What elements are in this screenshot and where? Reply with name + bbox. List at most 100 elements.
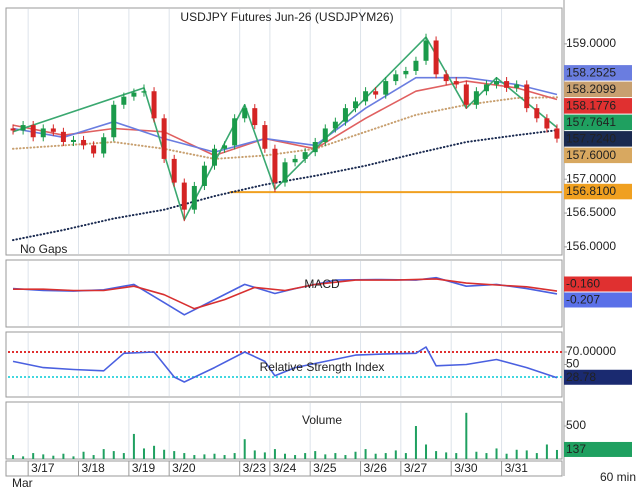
value-tag (564, 292, 632, 308)
volume-bar (52, 455, 55, 459)
candle-body (30, 125, 36, 138)
volume-bar (525, 450, 528, 459)
candle-body (191, 185, 197, 210)
volume-bar (324, 454, 327, 459)
value-tag (564, 147, 632, 164)
volume-bar (213, 453, 216, 459)
volume-bar (334, 453, 337, 459)
volume-bar (374, 453, 377, 459)
value-tag (564, 441, 632, 457)
volume-bar (253, 450, 256, 459)
volume-bar (455, 453, 458, 459)
candle-body (141, 91, 147, 93)
candle-body (544, 118, 550, 129)
candle-body (433, 40, 439, 75)
y-tick-label: 500 (566, 418, 586, 432)
volume-bar (445, 452, 448, 459)
volume-bar (142, 448, 145, 459)
value-tag-label: 158.2525 (566, 66, 616, 80)
candle-body (463, 84, 469, 105)
indicator-line (12, 80, 558, 157)
volume-bar (495, 448, 498, 459)
value-tag (564, 98, 632, 114)
candle-body (453, 81, 459, 85)
x-group-label: Mar (12, 476, 33, 490)
date-axis (5, 460, 563, 477)
volume-bar (82, 451, 85, 459)
volume-bar (263, 452, 266, 459)
candle-body (483, 84, 489, 92)
value-tag (564, 276, 632, 292)
value-tag-label: 158.2099 (566, 82, 616, 96)
annotation: No Gaps (20, 242, 67, 256)
volume-bar (42, 454, 45, 459)
panel (5, 401, 563, 460)
indicator-line (13, 278, 558, 310)
volume-bar (294, 455, 297, 459)
candle-body (81, 139, 87, 146)
value-tag-label: 157.6000 (566, 148, 616, 162)
candle-body (554, 128, 560, 139)
volume-bar (304, 453, 307, 459)
candle-body (403, 70, 409, 75)
volume-bar (394, 450, 397, 459)
x-tick-label: 3/20 (172, 461, 196, 475)
candle-body (91, 145, 97, 154)
candle-body (383, 81, 389, 95)
x-tick-label: 3/31 (505, 461, 529, 475)
volume-bar (425, 444, 428, 459)
x-tick-label: 3/23 (243, 461, 267, 475)
volume-bar (32, 453, 35, 459)
volume-bar (414, 426, 417, 459)
candle-body (171, 158, 177, 183)
x-tick-label: 3/17 (31, 461, 55, 475)
volume-bar (354, 451, 357, 459)
volume-bar (475, 451, 478, 459)
candle-body (211, 148, 217, 166)
candle-body (312, 141, 318, 153)
candle-body (181, 182, 187, 210)
candle-body (504, 81, 510, 88)
panel-title: Volume (302, 413, 342, 427)
candle-body (70, 139, 76, 142)
volume-bar (153, 445, 156, 459)
panel (5, 7, 563, 256)
volume-bar (132, 433, 135, 459)
candle-body (514, 84, 520, 88)
candle-body (262, 125, 268, 149)
value-tag-label: 28.78 (566, 370, 596, 384)
value-tag-label: -0.207 (566, 293, 600, 307)
y-tick-label: 159.0000 (566, 36, 616, 50)
indicator-line (12, 76, 558, 153)
candle-body (534, 108, 540, 119)
indicator-line (12, 129, 558, 242)
volume-bar (122, 453, 125, 459)
candle-body (373, 91, 379, 95)
x-tick-label: 3/26 (364, 461, 388, 475)
candle-body (151, 91, 157, 119)
value-tag-label: 156.8100 (566, 184, 616, 198)
value-tag-label: -0.160 (566, 277, 600, 291)
volume-bar (183, 453, 186, 459)
value-tag (564, 81, 632, 98)
y-tick-label: 156.0000 (566, 239, 616, 253)
volume-bar (364, 449, 367, 459)
volume-bar (465, 412, 468, 459)
candle-body (473, 91, 479, 105)
indicator-line (12, 96, 558, 160)
candle-body (232, 118, 238, 146)
volume-bar (203, 454, 206, 459)
x-tick-label: 3/30 (454, 461, 478, 475)
value-tag-label: 137 (566, 442, 586, 456)
value-tag-label: 158.1776 (566, 99, 616, 113)
candle-body (10, 128, 16, 131)
volume-bar (435, 451, 438, 459)
volume-bar (223, 455, 226, 459)
value-tag (564, 131, 632, 147)
candle-body (40, 128, 46, 138)
y-tick-label: 70.00000 (566, 344, 616, 358)
volume-bar (344, 455, 347, 459)
volume-bar (72, 456, 75, 459)
candle-body (342, 108, 348, 122)
